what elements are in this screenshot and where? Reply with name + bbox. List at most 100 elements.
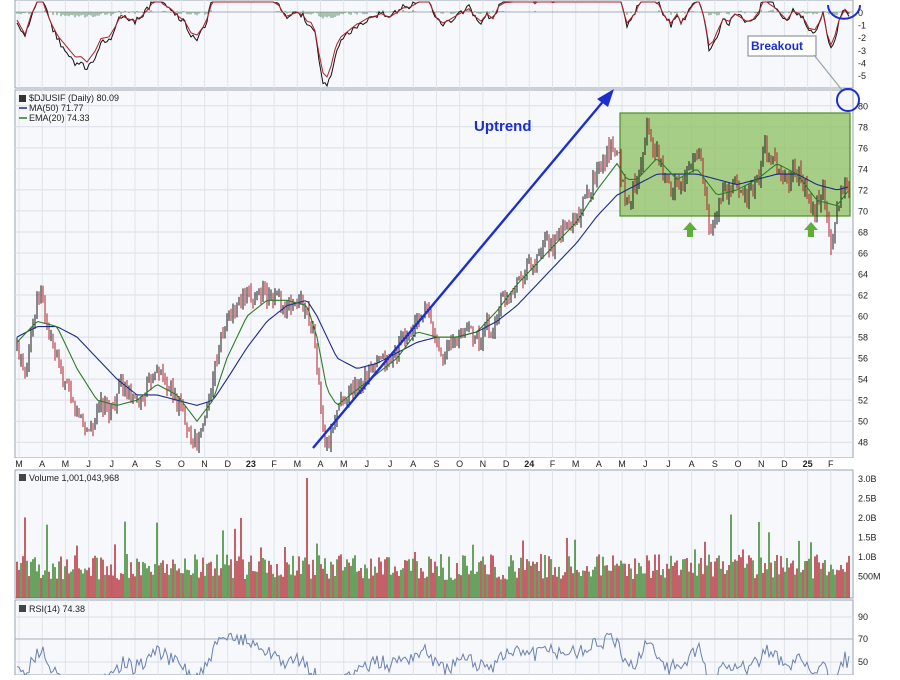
month-tick-label: M <box>294 459 302 469</box>
month-tick-label: A <box>596 459 602 469</box>
month-tick-label: 24 <box>524 459 534 469</box>
x-axis-strip <box>0 458 900 470</box>
month-tick-label: S <box>433 459 439 469</box>
breakout-pointer <box>813 54 843 91</box>
price-tick-label: 64 <box>858 270 868 280</box>
month-tick-label: M <box>618 459 626 469</box>
month-tick-label: A <box>132 459 138 469</box>
volume-tick-label: 1.5B <box>858 533 877 543</box>
month-tick-label: 23 <box>246 459 256 469</box>
month-tick-label: J <box>643 459 648 469</box>
month-tick-label: M <box>572 459 580 469</box>
month-tick-label: O <box>178 459 185 469</box>
month-tick-label: M <box>15 459 23 469</box>
price-tick-label: 54 <box>858 375 868 385</box>
month-tick-label: F <box>550 459 556 469</box>
rsi-tick-label: 50 <box>858 657 868 667</box>
macd-tick-label: -1 <box>858 21 866 31</box>
month-tick-label: A <box>318 459 324 469</box>
month-tick-label: A <box>39 459 45 469</box>
support-arrow-2 <box>804 222 818 237</box>
macd-tick-label: -5 <box>858 71 866 81</box>
chart-icon <box>19 95 26 102</box>
price-tick-label: 60 <box>858 312 868 322</box>
month-tick-label: D <box>503 459 510 469</box>
ema20-line <box>16 158 849 423</box>
month-tick-label: M <box>62 459 70 469</box>
axes: 48 50 52 54 56 58 60 62 64 66 68 70 72 74 76 78 80 M A M J J A… <box>15 8 880 667</box>
price-tick-label: 50 <box>858 417 868 427</box>
month-tick-label: S <box>712 459 718 469</box>
rsi-series-line <box>16 632 850 680</box>
rsi-tick-label: 70 <box>858 634 868 644</box>
price-tick-label: 62 <box>858 291 868 301</box>
month-tick-label: J <box>110 459 115 469</box>
breakout-callout-box <box>747 35 817 57</box>
month-tick-label: O <box>456 459 463 469</box>
volume-tick-label: 3.0B <box>858 474 877 484</box>
uptrend-arrow-head <box>597 89 614 107</box>
month-tick-label: D <box>781 459 788 469</box>
month-tick-label: A <box>689 459 695 469</box>
month-tick-label: F <box>271 459 277 469</box>
month-tick-label: J <box>365 459 370 469</box>
price-tick-label: 66 <box>858 248 868 258</box>
month-tick-label: O <box>735 459 742 469</box>
month-tick-label: S <box>155 459 161 469</box>
month-tick-label: J <box>388 459 393 469</box>
symbol-label: $DJUSIF (Daily) 80.09 <box>29 93 119 103</box>
uptrend-arrow-line <box>312 97 607 449</box>
moving-averages <box>16 158 849 423</box>
volume-label: Volume 1,001,043,968 <box>29 473 119 483</box>
macd-lines <box>15 1 853 88</box>
volume-tick-label: 2.0B <box>858 513 877 523</box>
price-tick-label: 56 <box>858 354 868 364</box>
volume-tick-label: 2.5B <box>858 494 877 504</box>
volume-bars <box>16 478 850 598</box>
rsi-tick-label: 90 <box>858 612 868 622</box>
month-tick-label: 25 <box>803 459 813 469</box>
price-tick-label: 70 <box>858 206 868 216</box>
month-tick-label: N <box>201 459 208 469</box>
price-tick-label: 58 <box>858 333 868 343</box>
grid <box>15 0 853 675</box>
month-tick-label: N <box>758 459 765 469</box>
month-tick-label: J <box>666 459 671 469</box>
macd-tick-label: -2 <box>858 33 866 43</box>
breakout-label: Breakout <box>751 39 803 53</box>
month-tick-label: D <box>225 459 232 469</box>
macd-signal-line <box>16 1 850 78</box>
month-tick-label: M <box>340 459 348 469</box>
rsi-label: RSI(14) 74.38 <box>29 604 85 614</box>
volume-tick-label: 1.0B <box>858 552 877 562</box>
rsi-icon <box>19 605 26 612</box>
ma-legend-label: MA(50) 71.77 <box>29 103 84 113</box>
uptrend-label: Uptrend <box>474 118 532 135</box>
month-tick-label: A <box>410 459 416 469</box>
price-tick-label: 68 <box>858 227 868 237</box>
rsi-line <box>16 632 850 680</box>
consolidation-box <box>619 112 851 217</box>
ma50-line <box>16 173 849 406</box>
macd-circle <box>827 4 861 20</box>
ema-legend-label: EMA(20) 74.33 <box>29 113 90 123</box>
volume-icon <box>19 474 26 481</box>
macd-tick-label: -4 <box>858 58 866 68</box>
price-tick-label: 76 <box>858 143 868 153</box>
month-tick-label: F <box>828 459 834 469</box>
macd-tick-label: 0 <box>858 8 863 18</box>
price-tick-label: 74 <box>858 164 868 174</box>
macd-tick-label: -3 <box>858 46 866 56</box>
price-tick-label: 52 <box>858 396 868 406</box>
month-tick-label: N <box>480 459 487 469</box>
price-tick-label: 72 <box>858 185 868 195</box>
support-arrow-1 <box>683 222 697 237</box>
price-tick-label: 78 <box>858 122 868 132</box>
volume-tick-label: 500M <box>858 572 881 582</box>
month-tick-label: J <box>86 459 91 469</box>
breakout-circle <box>836 88 860 112</box>
price-tick-label: 80 <box>858 101 868 111</box>
price-tick-label: 48 <box>858 438 868 448</box>
